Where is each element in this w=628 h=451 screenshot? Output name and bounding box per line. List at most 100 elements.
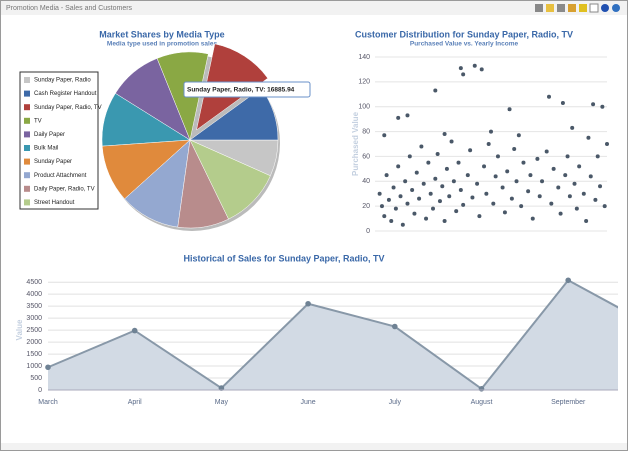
legend-swatch [24, 90, 30, 97]
x-tick-label: September [551, 399, 586, 406]
y-tick-label: 0 [38, 387, 42, 394]
scatter-point [444, 166, 449, 171]
scatter-point [447, 194, 452, 199]
scatter-point [528, 173, 533, 178]
scatter-point [431, 206, 435, 211]
legend-label: Sunday Paper, Radio [34, 78, 91, 84]
legend-label: Daily Paper [34, 132, 65, 138]
scatter-point [440, 184, 445, 189]
scatter-point [537, 194, 542, 199]
tool-icon[interactable] [589, 3, 599, 13]
legend-swatch [24, 172, 30, 179]
scatter-point [521, 160, 526, 165]
data-point [478, 386, 485, 392]
tool-icon[interactable] [557, 4, 565, 12]
scatter-point [514, 179, 519, 184]
scatter-point [419, 144, 424, 149]
scatter-point [405, 201, 410, 206]
scatter-point [396, 115, 401, 120]
legend-swatch [24, 199, 30, 206]
scatter-point [535, 156, 540, 161]
pie-slice [189, 139, 271, 220]
y-tick-label: 500 [30, 375, 42, 382]
scatter-point [493, 174, 498, 179]
chart-subtitle: Media type used in promotion sales [107, 41, 218, 48]
scatter-point [426, 160, 431, 165]
scatter-point [458, 187, 463, 192]
y-tick-label: 140 [358, 54, 370, 61]
scatter-point [412, 211, 417, 216]
y-tick-label: 80 [362, 128, 370, 135]
y-tick-label: 1500 [26, 351, 42, 358]
legend-label: Bulk Mail [34, 146, 58, 152]
scatter-point [484, 191, 489, 196]
scatter-point [449, 139, 454, 144]
scatter-point [442, 132, 447, 137]
tool-icon[interactable] [546, 4, 554, 12]
area-line [47, 278, 618, 391]
data-point [45, 364, 51, 371]
scatter-point [565, 154, 570, 159]
scatter-point [465, 173, 470, 178]
tool-icon[interactable] [612, 4, 620, 12]
scatter-point [424, 216, 429, 221]
scatter-point [598, 184, 603, 189]
scatter-point [570, 125, 575, 130]
scatter-point [549, 201, 554, 206]
scatter-point [540, 179, 545, 184]
scatter-point [437, 199, 442, 204]
scatter-point [379, 204, 384, 209]
scatter-point [393, 206, 398, 211]
scatter-point [605, 142, 609, 146]
scatter-point [433, 176, 438, 181]
legend-box [19, 71, 99, 210]
scatter-point [400, 222, 405, 227]
legend-label: TV [34, 118, 42, 124]
scatter-point [519, 204, 524, 209]
y-tick-label: 60 [362, 153, 370, 160]
toolbar[interactable] [535, 3, 620, 13]
scatter-point [560, 100, 565, 105]
tooltip-box [183, 81, 311, 98]
title-bar [1, 1, 627, 15]
tool-icon[interactable] [579, 4, 587, 12]
scatter-point [461, 202, 466, 207]
scatter-point [461, 72, 466, 77]
scatter-point [544, 149, 549, 154]
tool-icon[interactable] [601, 4, 609, 12]
legend-label: Sunday Paper [34, 159, 72, 165]
chart-subtitle: Purchased Value vs. Yearly Income [410, 41, 519, 48]
scatter-point [512, 146, 517, 151]
legend-swatch [24, 117, 30, 124]
scatter-point [468, 148, 473, 153]
y-tick-label: 3000 [26, 315, 42, 322]
scatter-point [588, 174, 593, 179]
scatter-point [556, 185, 561, 190]
scatter-point [456, 160, 461, 165]
x-tick-label: July [389, 399, 402, 406]
scatter-point [572, 181, 577, 186]
x-tick-label: April [128, 399, 142, 406]
scatter-point [505, 169, 510, 174]
legend-label: Product Attachment [34, 173, 87, 179]
chart-title: Market Shares by Media Type [99, 29, 224, 39]
scatter-point [530, 216, 535, 221]
y-tick-label: 100 [358, 104, 370, 111]
scatter-point [458, 66, 463, 71]
area-group [45, 277, 618, 392]
legend-swatch [24, 158, 30, 165]
scatter-point [509, 196, 514, 201]
y-axis-label: Value [15, 319, 24, 340]
scatter-point [407, 154, 412, 159]
legend-swatch [24, 131, 30, 138]
y-tick-label: 20 [362, 203, 370, 210]
scatter-point [389, 219, 394, 224]
tool-icon[interactable] [568, 4, 576, 12]
y-tick-label: 120 [358, 79, 370, 86]
scatter-point [405, 113, 410, 118]
tool-icon[interactable] [535, 4, 543, 12]
legend-label: Sunday Paper, Radio, TV [34, 105, 102, 111]
legend-swatch [24, 145, 30, 151]
scatter-point [421, 181, 426, 186]
chart-title: Historical of Sales for Sunday Paper, Ra… [183, 253, 384, 263]
